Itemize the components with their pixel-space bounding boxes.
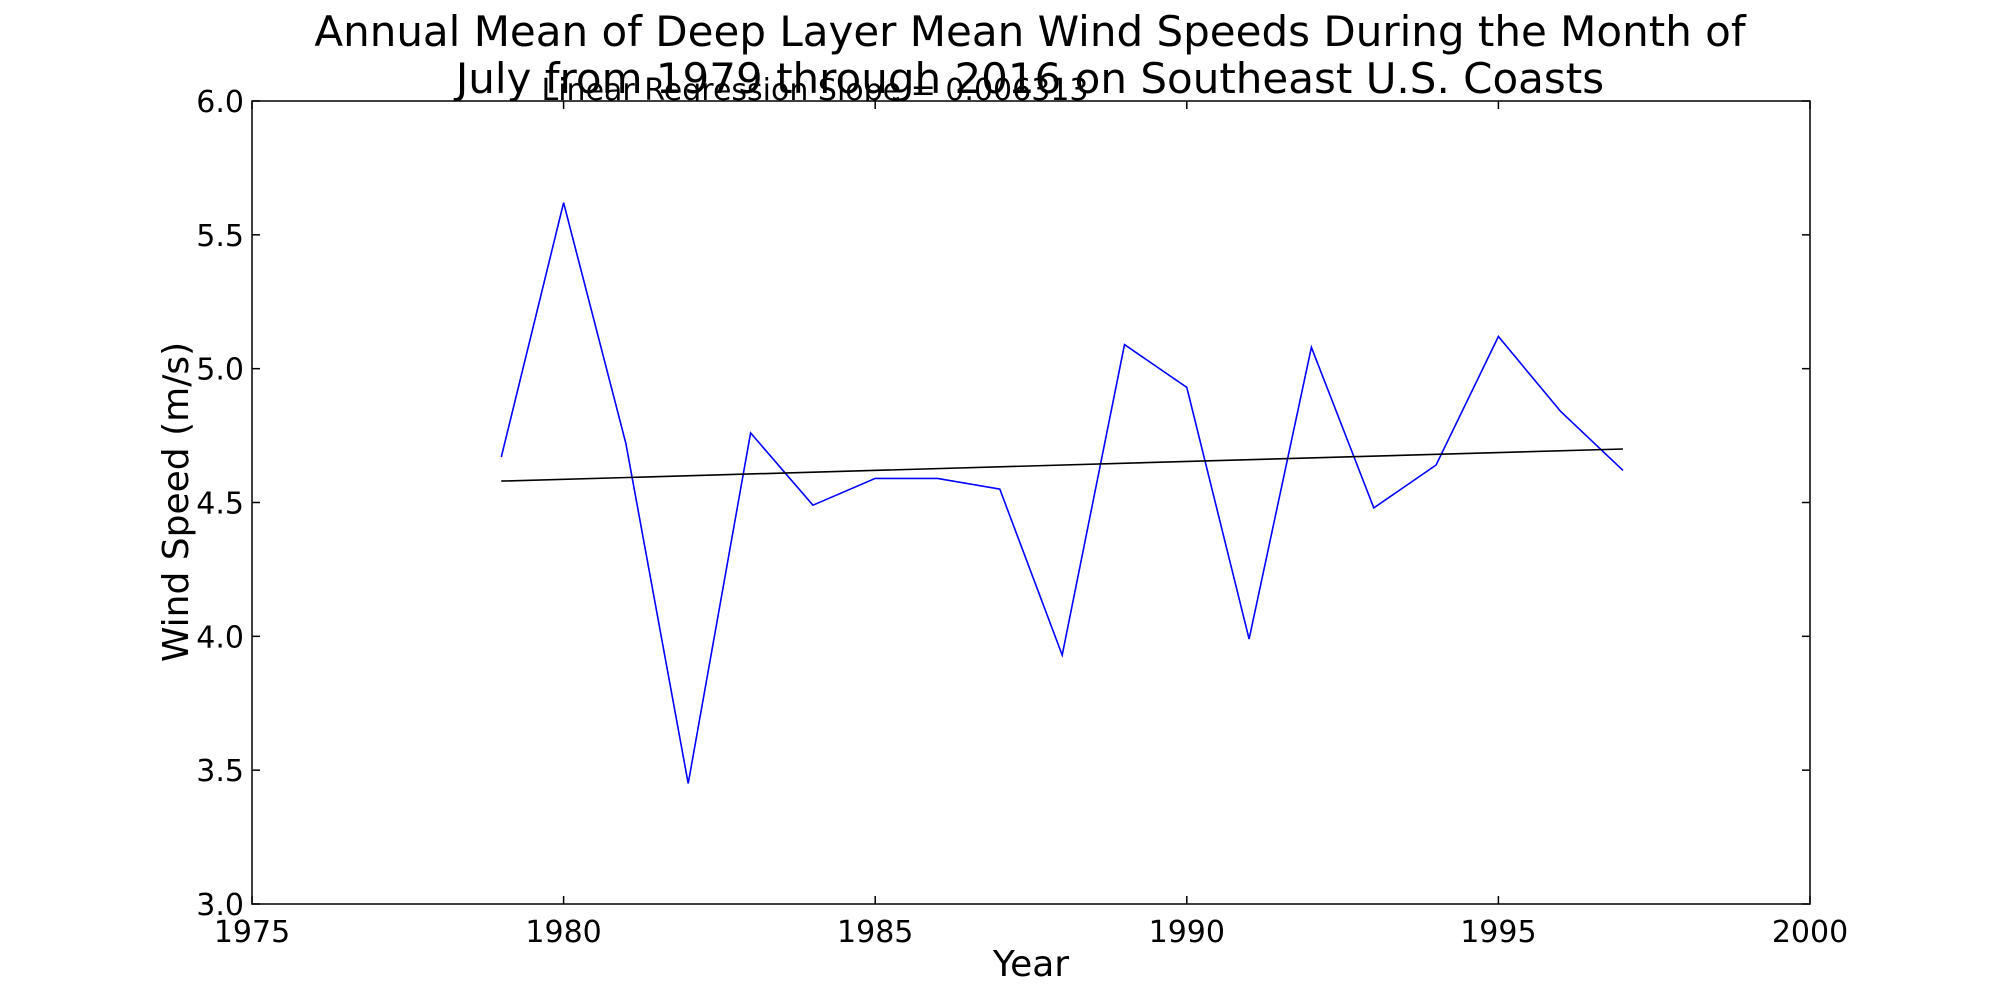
- y-axis: 3.0 3.5 4.0 4.5 5.0 5.5 6.0: [196, 85, 1810, 923]
- x-tick-label: 2000: [1772, 915, 1848, 950]
- y-tick-label: 6.0: [196, 85, 244, 120]
- plot-area: [251, 100, 1811, 905]
- x-axis-label: Year: [992, 944, 1069, 985]
- x-tick-label: 1980: [525, 915, 601, 950]
- chart-title-line-2: July from 1979 through 2016 on Southeast…: [453, 54, 1604, 103]
- y-tick-label: 4.0: [196, 620, 244, 655]
- x-tick-label: 1975: [214, 915, 290, 950]
- wind-speed-series-line: [500, 202, 1624, 784]
- series-layer: [500, 202, 1624, 784]
- x-axis: 1975 1980 1985 1990 1995 2000: [214, 101, 1848, 950]
- y-tick-label: 4.5: [196, 487, 244, 522]
- y-axis-label: Wind Speed (m/s): [156, 342, 197, 662]
- regression-line: [501, 448, 1624, 482]
- y-tick-label: 3.0: [196, 888, 244, 923]
- y-tick-label: 5.0: [196, 353, 244, 388]
- x-tick-label: 1985: [837, 915, 913, 950]
- x-tick-label: 1990: [1149, 915, 1225, 950]
- x-tick-label: 1995: [1460, 915, 1536, 950]
- y-tick-label: 5.5: [196, 219, 244, 254]
- chart-title-line-1: Annual Mean of Deep Layer Mean Wind Spee…: [314, 7, 1747, 56]
- y-tick-label: 3.5: [196, 754, 244, 789]
